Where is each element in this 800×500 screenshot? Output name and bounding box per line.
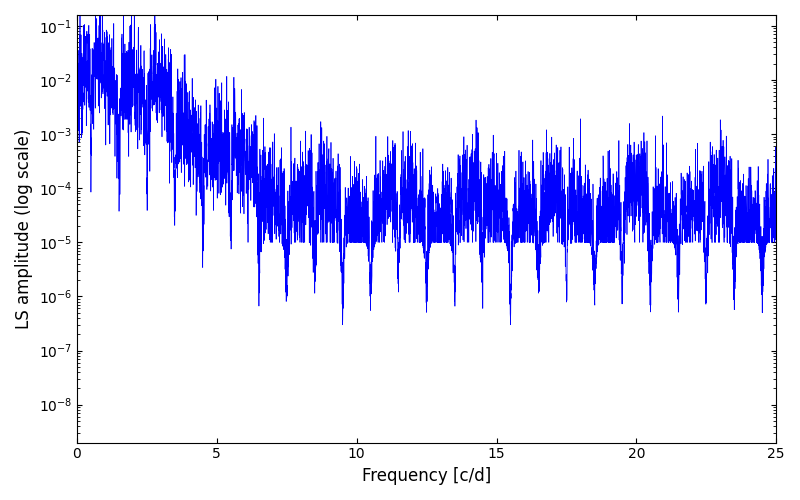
Y-axis label: LS amplitude (log scale): LS amplitude (log scale) xyxy=(15,128,33,329)
X-axis label: Frequency [c/d]: Frequency [c/d] xyxy=(362,467,491,485)
